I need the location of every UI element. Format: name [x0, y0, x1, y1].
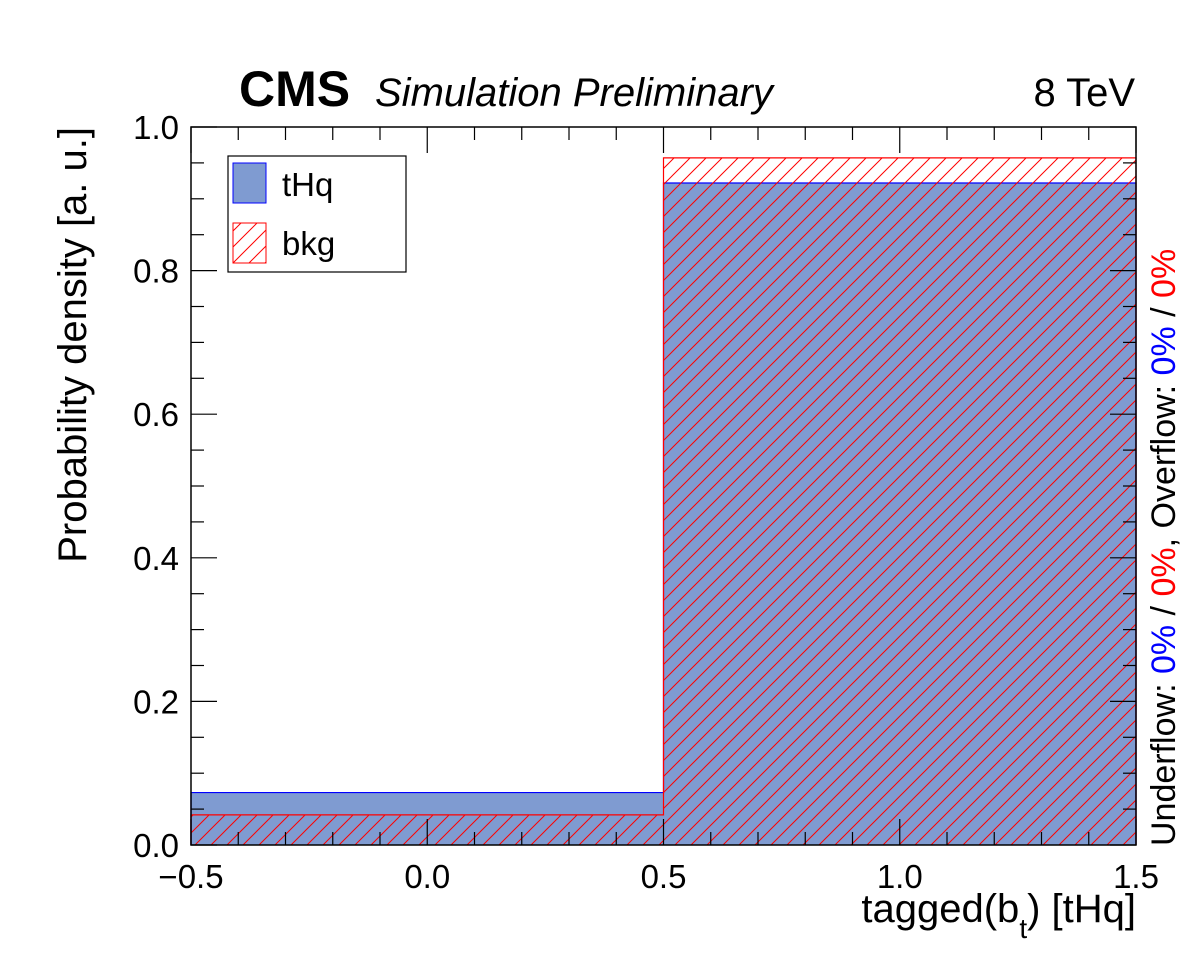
flow-separator: ,	[1145, 538, 1183, 547]
y-tick-label: 0.2	[133, 683, 179, 720]
flow-note: Underflow: 0% / 0%, Overflow: 0% / 0%	[1145, 249, 1183, 846]
x-axis-label-subscript: t	[1019, 913, 1027, 944]
x-tick-label: −0.5	[158, 858, 223, 895]
legend-swatch-bkg	[232, 222, 267, 264]
underflow-background-value: 0%	[1145, 547, 1183, 596]
experiment-label: CMS	[239, 61, 350, 117]
overflow-separator: /	[1145, 307, 1183, 317]
legend: tHq bkg	[227, 155, 407, 273]
axis-ticks: −0.5 0.0 0.5 1.0 1.50.00.20.40.60.81.0	[133, 109, 1159, 895]
x-axis-label-tail: ) [tHq]	[1027, 887, 1136, 931]
overflow-background-value: 0%	[1145, 249, 1183, 298]
y-tick-label: 0.8	[133, 253, 179, 290]
x-tick-label: 1.0	[877, 858, 923, 895]
subtitle-label: Simulation Preliminary	[375, 71, 776, 115]
overflow-signal-value: 0%	[1145, 326, 1183, 375]
y-axis-label: Probability density [a. u.]	[51, 127, 95, 563]
underflow-label: Underflow:	[1145, 683, 1183, 846]
y-tick-label: 1.0	[133, 109, 179, 146]
y-tick-label: 0.6	[133, 396, 179, 433]
x-tick-label: 0.0	[404, 858, 450, 895]
y-tick-label: 0.4	[133, 540, 179, 577]
energy-label: 8 TeV	[1033, 71, 1135, 115]
overflow-label: Overflow:	[1145, 385, 1183, 529]
x-axis-label-main: tagged(b	[861, 887, 1019, 931]
underflow-signal-value: 0%	[1145, 625, 1183, 674]
underflow-separator: /	[1145, 605, 1183, 615]
x-tick-label: 0.5	[641, 858, 687, 895]
y-tick-label: 0.0	[133, 827, 179, 864]
legend-swatch-thq	[232, 162, 267, 204]
legend-label-thq: tHq	[282, 166, 333, 203]
x-axis-label: tagged(bt) [tHq]	[861, 887, 1136, 944]
bar-bkg-bin-1	[663, 157, 1136, 845]
histogram-bars	[190, 157, 1137, 845]
legend-label-bkg: bkg	[282, 225, 335, 262]
x-tick-label: 1.5	[1113, 858, 1159, 895]
